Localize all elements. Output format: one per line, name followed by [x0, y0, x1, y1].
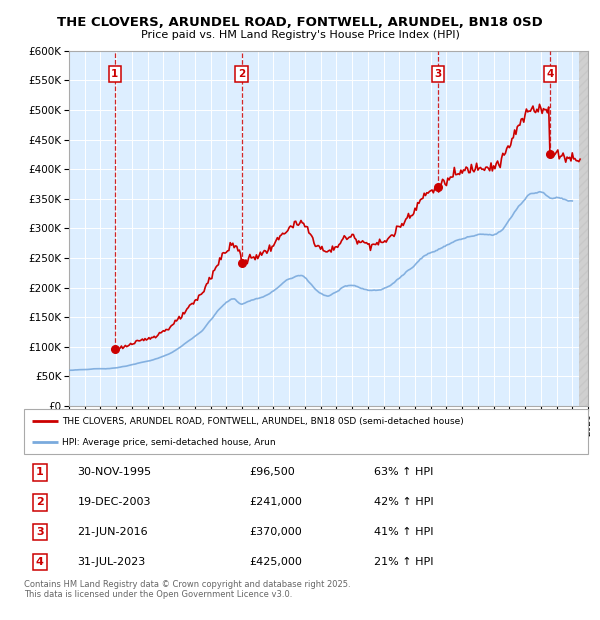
Text: £241,000: £241,000	[250, 497, 302, 507]
Text: 4: 4	[36, 557, 44, 567]
Text: 31-JUL-2023: 31-JUL-2023	[77, 557, 146, 567]
Text: 19-DEC-2003: 19-DEC-2003	[77, 497, 151, 507]
Text: 42% ↑ HPI: 42% ↑ HPI	[374, 497, 433, 507]
Text: 41% ↑ HPI: 41% ↑ HPI	[374, 528, 433, 538]
Text: 63% ↑ HPI: 63% ↑ HPI	[374, 467, 433, 477]
Text: 21-JUN-2016: 21-JUN-2016	[77, 528, 148, 538]
Text: 2: 2	[36, 497, 44, 507]
Text: Contains HM Land Registry data © Crown copyright and database right 2025.
This d: Contains HM Land Registry data © Crown c…	[24, 580, 350, 599]
Text: HPI: Average price, semi-detached house, Arun: HPI: Average price, semi-detached house,…	[62, 438, 276, 447]
Text: 3: 3	[36, 528, 44, 538]
Bar	[69, 51, 70, 406]
Text: £96,500: £96,500	[250, 467, 295, 477]
Text: 30-NOV-1995: 30-NOV-1995	[77, 467, 152, 477]
Text: 2: 2	[238, 69, 245, 79]
Text: THE CLOVERS, ARUNDEL ROAD, FONTWELL, ARUNDEL, BN18 0SD: THE CLOVERS, ARUNDEL ROAD, FONTWELL, ARU…	[57, 17, 543, 29]
FancyBboxPatch shape	[24, 409, 588, 454]
Text: 4: 4	[546, 69, 554, 79]
Text: 21% ↑ HPI: 21% ↑ HPI	[374, 557, 433, 567]
Text: £370,000: £370,000	[250, 528, 302, 538]
Bar	[579, 51, 588, 406]
Text: 1: 1	[111, 69, 119, 79]
Text: 1: 1	[36, 467, 44, 477]
Text: THE CLOVERS, ARUNDEL ROAD, FONTWELL, ARUNDEL, BN18 0SD (semi-detached house): THE CLOVERS, ARUNDEL ROAD, FONTWELL, ARU…	[62, 417, 464, 426]
Text: 3: 3	[434, 69, 442, 79]
Text: Price paid vs. HM Land Registry's House Price Index (HPI): Price paid vs. HM Land Registry's House …	[140, 30, 460, 40]
Text: £425,000: £425,000	[250, 557, 302, 567]
